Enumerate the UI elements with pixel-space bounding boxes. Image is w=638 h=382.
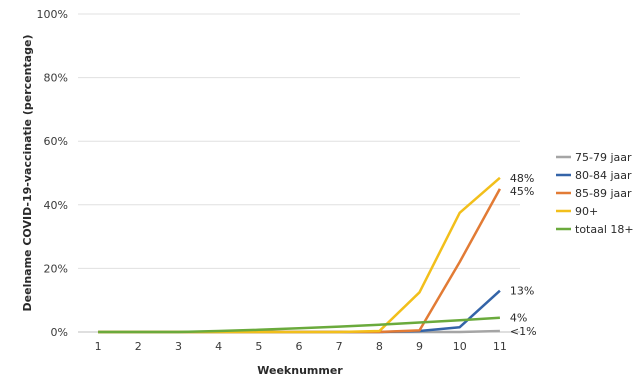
legend-item-label: 85-89 jaar (575, 187, 632, 200)
x-tick-label: 2 (135, 340, 142, 353)
x-tick-label: 8 (376, 340, 383, 353)
x-tick-label: 10 (453, 340, 467, 353)
series-line-85-89-jaar (98, 188, 501, 334)
x-tick-label: 9 (416, 340, 423, 353)
end-label: 13% (510, 285, 534, 298)
y-tick-label: 60% (44, 135, 68, 148)
series-line-totaal-18- (98, 316, 500, 334)
x-tick-labels: 1 2 3 4 5 6 7 8 9 10 11 (95, 340, 507, 353)
end-label: <1% (510, 325, 537, 338)
x-axis-title: Weeknummer (257, 364, 343, 377)
series-lines (98, 176, 501, 334)
y-tick-label: 80% (44, 72, 68, 85)
y-tick-label: 40% (44, 199, 68, 212)
x-tick-label: 6 (296, 340, 303, 353)
end-label: 48% (510, 172, 534, 185)
legend-item-label: totaal 18+ (575, 223, 634, 236)
y-tick-label: 20% (44, 262, 68, 275)
x-tick-label: 1 (95, 340, 102, 353)
y-tick-label: 100% (37, 8, 68, 21)
series-line-90- (98, 176, 501, 334)
x-tick-label: 4 (215, 340, 222, 353)
legend-item-label: 90+ (575, 205, 598, 218)
x-tick-label: 5 (255, 340, 262, 353)
end-labels: 48%45% 13% 4%<1% (510, 172, 537, 338)
end-label: 45% (510, 185, 534, 198)
end-label: 4% (510, 312, 527, 325)
gridlines (78, 13, 520, 269)
x-tick-label: 7 (336, 340, 343, 353)
legend: 75-79 jaar 80-84 jaar 85-89 jaar 90+ totaal … (556, 151, 634, 236)
legend-item-label: 80-84 jaar (575, 169, 632, 182)
x-tick-label: 11 (493, 340, 507, 353)
x-tick-label: 3 (175, 340, 182, 353)
y-tick-label: 0% (51, 326, 68, 339)
y-tick-labels: 0% 20% 40% 60% 80% 100% (37, 8, 68, 339)
legend-item-label: 75-79 jaar (575, 151, 632, 164)
y-axis-title: Deelname COVID-19-vaccinatie (percentage… (21, 35, 34, 312)
